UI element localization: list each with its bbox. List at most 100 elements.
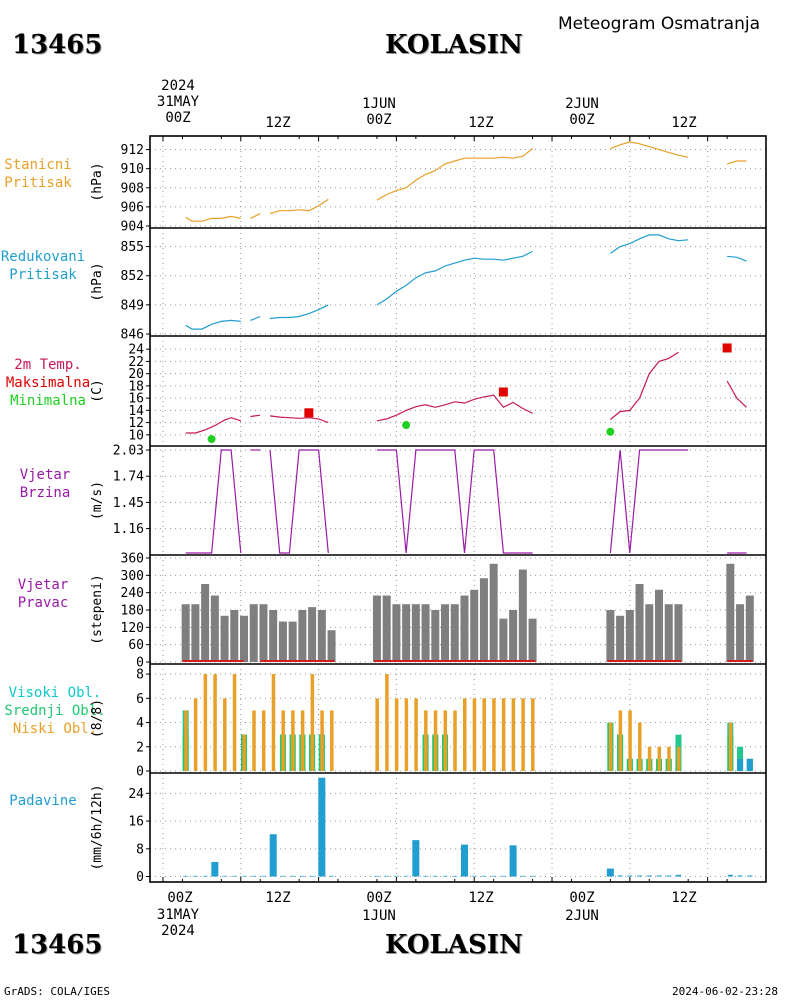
- cloud-low-bar: [320, 710, 324, 771]
- bottom-tick-12z-c: 12Z: [671, 890, 697, 906]
- wind-dir-bar: [635, 584, 644, 662]
- wind-dir-bar: [450, 604, 459, 662]
- series-line: [250, 213, 261, 219]
- top-tick-12z-b: 12Z: [468, 115, 494, 131]
- timestamp: 2024-06-02-23:28: [672, 985, 778, 998]
- label-station-pressure-l1: Stanicni: [4, 157, 72, 173]
- precip-bar: [520, 875, 526, 877]
- precip-bar: [290, 875, 296, 877]
- cloud-low-bar: [453, 710, 457, 771]
- wind-dir-bar: [616, 615, 625, 662]
- y-tick-label: 849: [121, 298, 144, 313]
- cloud-low-bar: [667, 746, 671, 771]
- bottom-tick-00z-b: 00Z: [366, 890, 392, 906]
- wind-dir-bar: [745, 595, 754, 662]
- series-line: [250, 414, 261, 418]
- meteogram-title: Meteogram Osmatranja: [558, 14, 761, 34]
- top-tick-12z-a: 12Z: [265, 115, 291, 131]
- wind-dir-bar: [210, 595, 219, 662]
- min-temp-marker: [402, 421, 411, 430]
- series-line: [376, 148, 533, 201]
- y-tick-label: 846: [121, 328, 144, 343]
- precip-bar: [509, 845, 517, 877]
- wind-dir-bar: [201, 584, 210, 662]
- top-tick-00z-c: 00Z: [569, 112, 595, 128]
- credit: GrADS: COLA/IGES: [4, 985, 110, 998]
- series-line: [726, 380, 747, 408]
- station-name: KOLASIN: [385, 30, 523, 60]
- precip-bar: [656, 875, 662, 877]
- series-line: [610, 141, 689, 158]
- precip-bar: [637, 875, 643, 877]
- label-wind-speed: Vjetar Brzina: [0, 466, 90, 502]
- series-line: [185, 319, 241, 330]
- cloud-low-bar: [300, 710, 305, 771]
- y-axis-unit: (m/s): [90, 481, 105, 520]
- cloud-low-bar: [424, 710, 428, 771]
- precip-bar: [737, 875, 743, 877]
- series-line: [727, 255, 747, 262]
- top-date-2jun: 2JUN: [565, 96, 599, 112]
- y-tick-label: 2.03: [113, 444, 144, 459]
- cloud-low-bar: [242, 734, 247, 771]
- precip-bar: [231, 875, 237, 877]
- cloud-low-bar: [531, 698, 535, 771]
- cloud-low-bar: [628, 710, 632, 771]
- cloud-total-bar: [737, 758, 744, 771]
- y-tick-label: 20: [128, 367, 144, 382]
- cloud-low-bar: [394, 698, 399, 771]
- cloud-low-bar: [232, 674, 237, 771]
- cloud-low-bar: [281, 710, 285, 771]
- y-tick-label: 12: [128, 416, 144, 431]
- cloud-low-bar: [647, 746, 652, 771]
- cloud-low-bar: [252, 710, 256, 771]
- precip-bar: [727, 874, 733, 877]
- top-date-day: 31MAY: [156, 94, 200, 110]
- max-temp-marker: [498, 387, 508, 397]
- label-cloud-high: Visoki Obl.: [8, 685, 102, 701]
- y-tick-label: 0: [136, 870, 144, 885]
- wind-dir-bar: [736, 604, 745, 662]
- y-tick-label: 14: [128, 404, 144, 419]
- wind-dir-bar: [298, 610, 307, 662]
- wind-dir-bar: [518, 569, 527, 662]
- wind-dir-bar: [499, 618, 508, 662]
- cloud-low-bar: [291, 710, 295, 771]
- bottom-date-day: 31MAY: [156, 907, 200, 923]
- chart-frame: [149, 135, 767, 883]
- cloud-low-bar: [203, 674, 208, 771]
- y-axis-unit: (C): [90, 379, 105, 402]
- wind-dir-bar: [392, 604, 401, 662]
- wind-dir-bar: [509, 610, 518, 662]
- precip-bar: [747, 875, 753, 877]
- y-tick-label: 16: [128, 392, 144, 407]
- precip-bar: [646, 875, 652, 877]
- y-tick-label: 10: [128, 428, 144, 443]
- y-tick-label: 852: [121, 269, 144, 284]
- precip-bar: [393, 875, 399, 877]
- precip-bar: [491, 875, 497, 877]
- y-tick-label: 855: [121, 240, 144, 255]
- cloud-low-bar: [271, 674, 276, 771]
- y-tick-label: 0: [136, 765, 144, 780]
- cloud-total-bar: [746, 758, 753, 771]
- y-tick-label: 4: [136, 716, 144, 731]
- wind-dir-bar: [441, 604, 450, 662]
- precip-bar: [211, 861, 219, 877]
- label-station-pressure-l2: Pritisak: [4, 175, 72, 191]
- precip-bar: [666, 875, 672, 877]
- y-tick-label: 8: [136, 668, 144, 683]
- wind-dir-bar: [402, 604, 411, 662]
- y-tick-label: 120: [121, 621, 144, 636]
- cloud-low-bar: [638, 722, 642, 771]
- series-line: [609, 449, 689, 554]
- wind-dir-bar: [220, 615, 229, 662]
- cloud-low-bar: [433, 710, 438, 771]
- y-tick-label: 22: [128, 355, 144, 370]
- precip-bar: [530, 875, 536, 877]
- wind-dir-bar: [421, 604, 430, 662]
- label-clouds: Visoki Obl. Srednji Obl. Niski Obl.: [0, 684, 110, 738]
- y-tick-label: 2: [136, 740, 144, 755]
- y-tick-label: 360: [121, 552, 144, 567]
